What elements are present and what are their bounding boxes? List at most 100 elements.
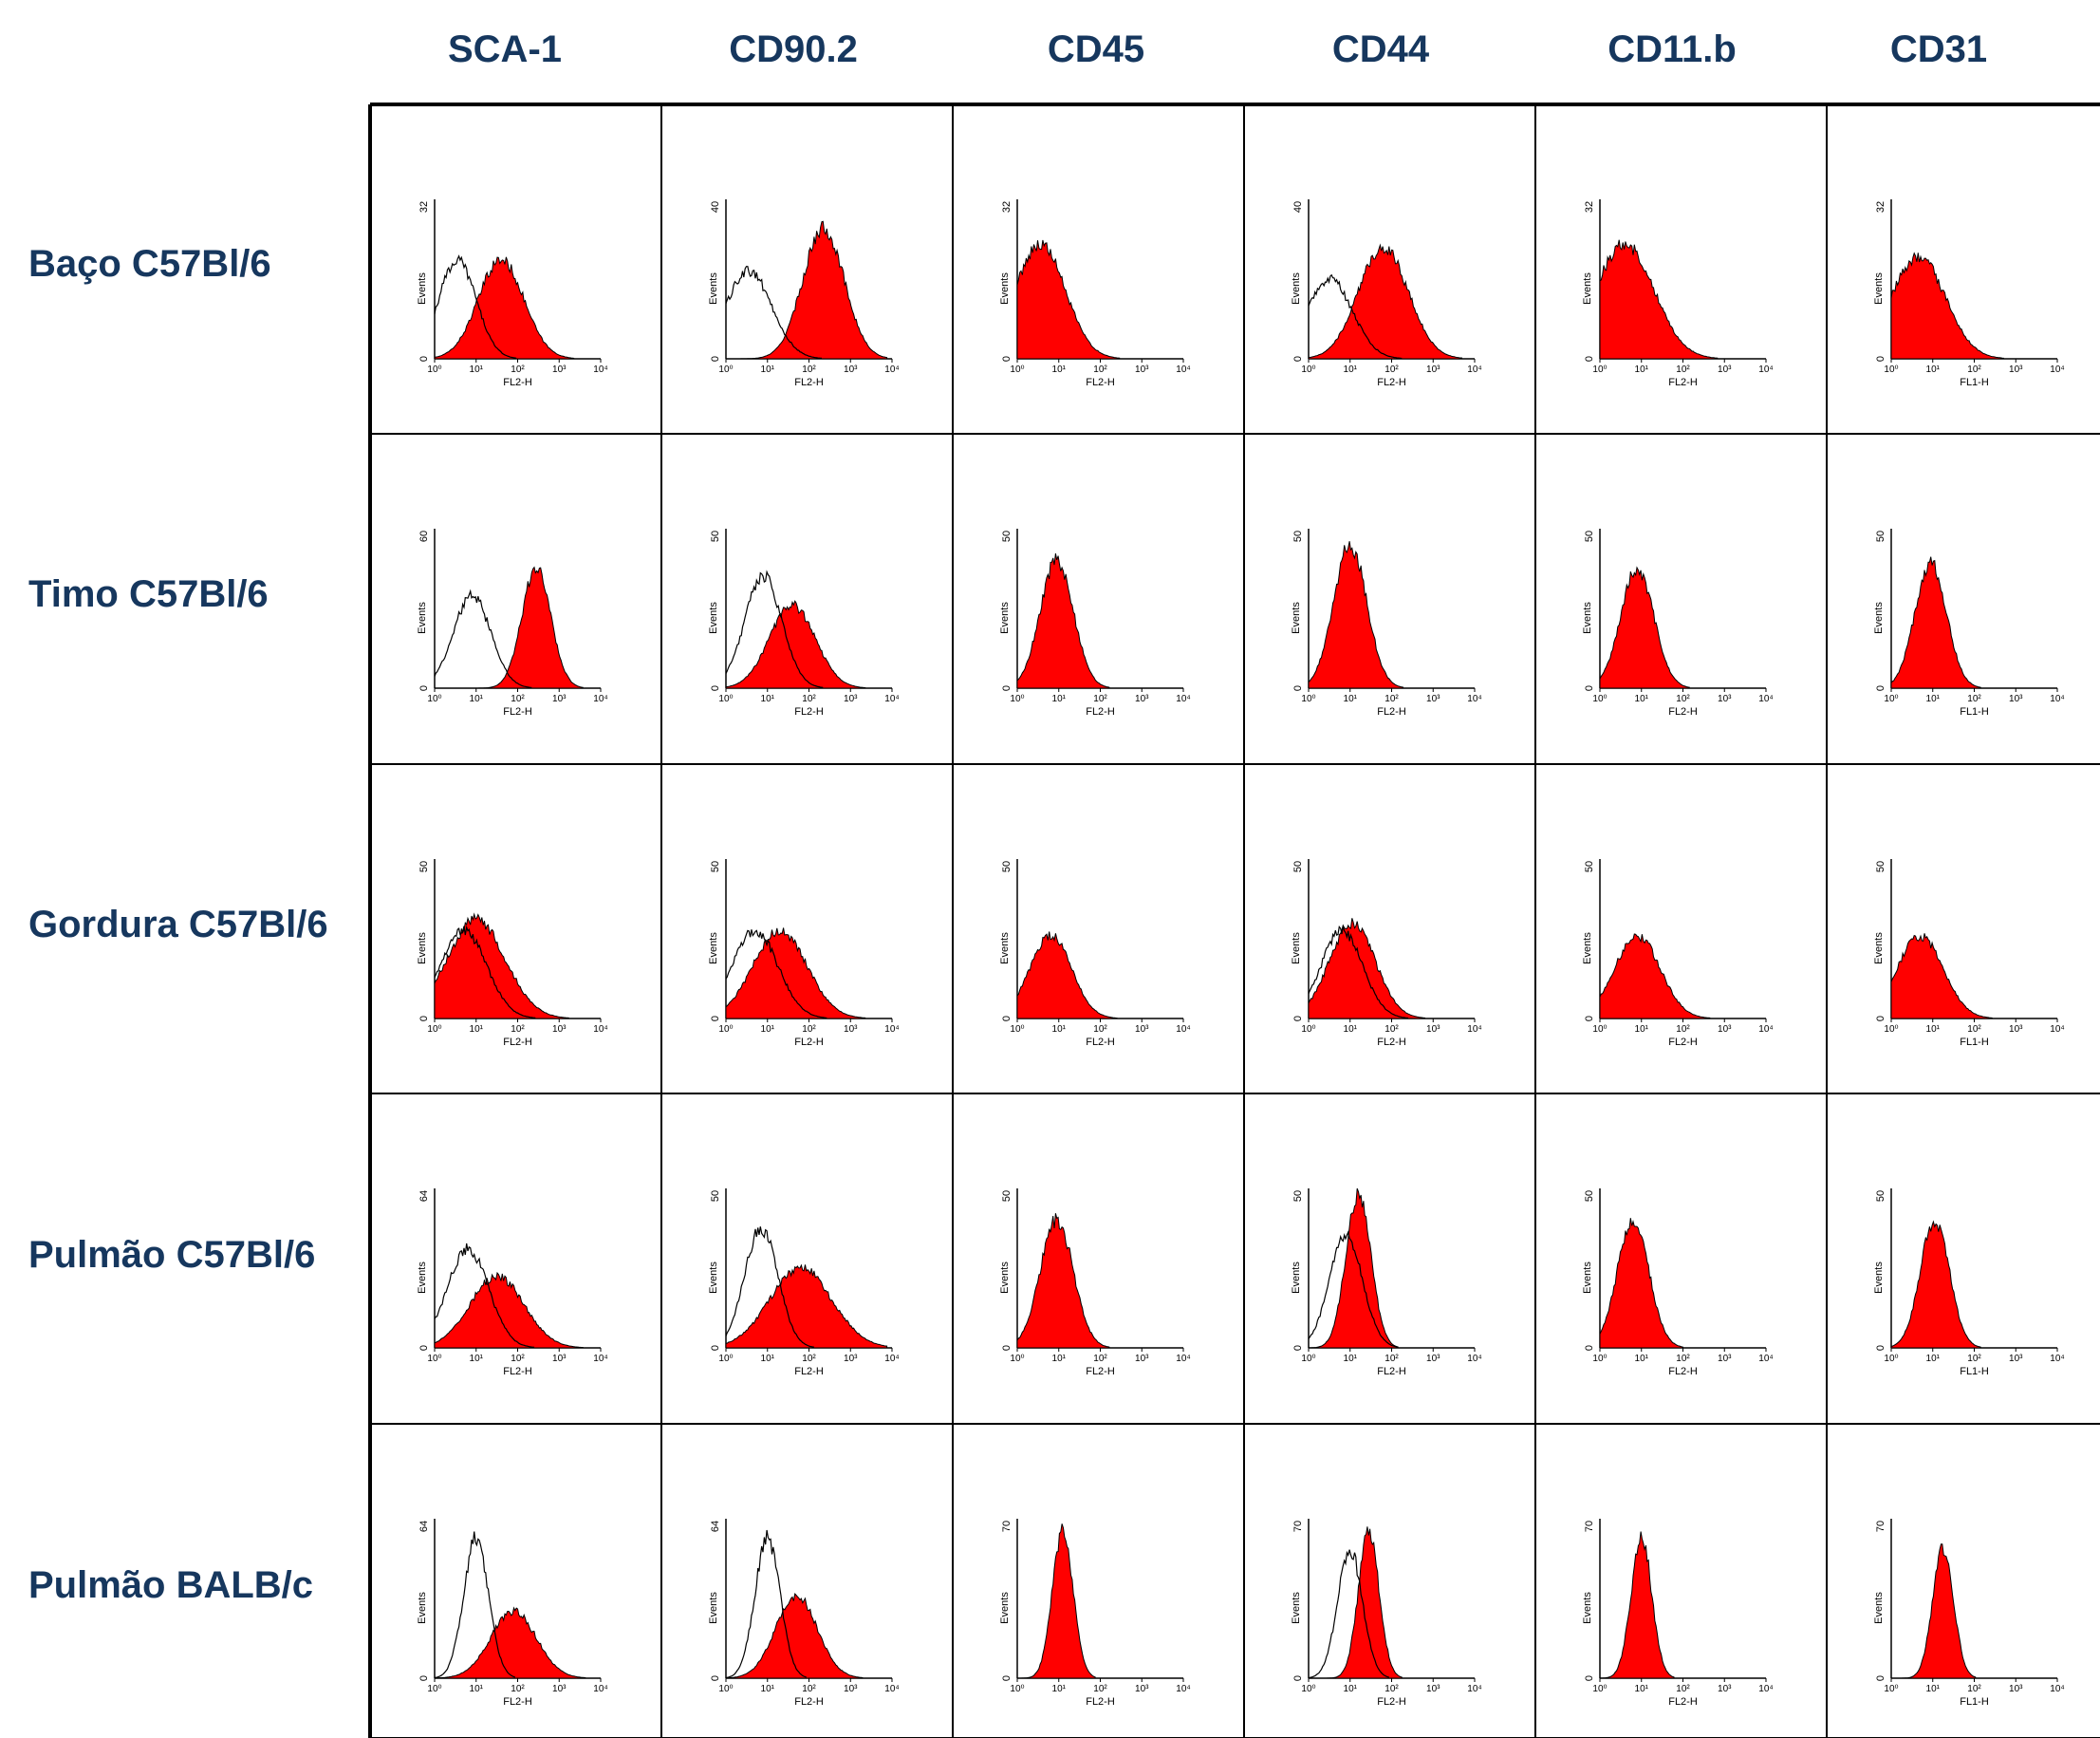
- y-zero-label: 0: [418, 356, 430, 362]
- y-axis-label: Events: [417, 932, 428, 964]
- stained-histogram: [1890, 252, 2004, 360]
- y-zero-label: 0: [418, 1345, 430, 1351]
- x-tick-label: 10³: [844, 364, 858, 375]
- x-tick-label: 10⁰: [718, 1024, 733, 1035]
- x-tick-label: 10³: [552, 364, 567, 375]
- x-tick-label: 10³: [2009, 1354, 2023, 1364]
- x-tick-label: 10³: [1135, 1024, 1149, 1035]
- x-axis-label: FL2-H: [1086, 1037, 1115, 1048]
- histogram-panel: 64 0 Events 10⁰ 10¹ 10² 10³ 10⁴ FL2-H: [417, 1188, 608, 1377]
- column-header: CD11.b: [1608, 28, 1737, 70]
- x-tick-label: 10³: [552, 694, 567, 704]
- x-tick-label: 10⁰: [718, 1354, 733, 1364]
- histogram-panel: 70 0 Events 10⁰ 10¹ 10² 10³ 10⁴ FL2-H: [1291, 1519, 1482, 1708]
- x-tick-label: 10³: [1718, 1354, 1732, 1364]
- y-zero-label: 0: [710, 685, 721, 691]
- y-zero-label: 0: [1001, 356, 1013, 362]
- histogram-panel: 64 0 Events 10⁰ 10¹ 10² 10³ 10⁴ FL2-H: [417, 1519, 608, 1708]
- x-tick-label: 10²: [1093, 1684, 1107, 1694]
- y-zero-label: 0: [710, 1675, 721, 1681]
- y-max-label: 50: [1584, 861, 1595, 872]
- x-tick-label: 10⁰: [718, 364, 733, 375]
- row-label: Timo C57Bl/6: [28, 573, 269, 615]
- x-axis-label: FL2-H: [1668, 377, 1698, 388]
- x-tick-label: 10²: [511, 364, 525, 375]
- x-tick-label: 10²: [1385, 1024, 1399, 1035]
- y-max-label: 40: [1292, 201, 1304, 213]
- y-zero-label: 0: [418, 1675, 430, 1681]
- y-max-label: 50: [1001, 861, 1013, 872]
- x-tick-label: 10²: [1967, 1024, 1981, 1035]
- y-axis-label: Events: [417, 1592, 428, 1624]
- x-tick-label: 10⁴: [1176, 1684, 1190, 1694]
- x-tick-label: 10⁴: [1467, 1684, 1481, 1694]
- x-tick-label: 10⁴: [593, 1684, 607, 1694]
- y-axis-label: Events: [417, 602, 428, 634]
- x-tick-label: 10⁴: [1758, 1024, 1773, 1035]
- y-zero-label: 0: [1001, 1345, 1013, 1351]
- x-axis-label: FL2-H: [1377, 1037, 1406, 1048]
- x-axis-label: FL1-H: [1960, 1366, 1989, 1377]
- histogram-panel: 40 0 Events 10⁰ 10¹ 10² 10³ 10⁴ FL2-H: [1291, 199, 1482, 388]
- x-tick-label: 10³: [844, 1024, 858, 1035]
- x-tick-label: 10⁴: [2050, 1684, 2064, 1694]
- control-histogram: [434, 925, 536, 1019]
- x-tick-label: 10⁴: [1467, 1354, 1481, 1364]
- y-max-label: 32: [418, 201, 430, 213]
- stained-histogram: [1309, 1526, 1403, 1679]
- x-tick-label: 10⁰: [427, 1354, 441, 1364]
- x-axis-label: FL2-H: [503, 377, 532, 388]
- x-tick-label: 10³: [844, 694, 858, 704]
- x-tick-label: 10²: [1676, 694, 1690, 704]
- x-tick-label: 10¹: [1635, 1024, 1649, 1035]
- histogram-panel: 70 0 Events 10⁰ 10¹ 10² 10³ 10⁴ FL2-H: [999, 1519, 1191, 1708]
- y-zero-label: 0: [1875, 356, 1886, 362]
- y-axis-label: Events: [1291, 602, 1302, 634]
- x-tick-label: 10⁰: [1010, 1684, 1024, 1694]
- x-tick-label: 10¹: [1344, 1684, 1358, 1694]
- x-tick-label: 10¹: [1635, 694, 1649, 704]
- histogram-panel: 50 0 Events 10⁰ 10¹ 10² 10³ 10⁴ FL2-H: [708, 529, 900, 718]
- control-histogram: [434, 589, 532, 688]
- x-tick-label: 10¹: [1635, 364, 1649, 375]
- histogram-panel: 50 0 Events 10⁰ 10¹ 10² 10³ 10⁴ FL2-H: [708, 1188, 900, 1377]
- x-tick-label: 10¹: [470, 1354, 484, 1364]
- x-tick-label: 10³: [1426, 1684, 1440, 1694]
- x-tick-label: 10⁰: [427, 364, 441, 375]
- x-tick-label: 10²: [1093, 1024, 1107, 1035]
- x-tick-label: 10²: [1676, 1684, 1690, 1694]
- y-max-label: 50: [1292, 1190, 1304, 1202]
- y-axis-label: Events: [708, 1592, 719, 1624]
- control-histogram: [434, 254, 517, 359]
- x-tick-label: 10⁰: [1010, 364, 1024, 375]
- x-tick-label: 10²: [511, 694, 525, 704]
- y-max-label: 70: [1584, 1521, 1595, 1532]
- x-tick-label: 10³: [2009, 364, 2023, 375]
- x-tick-label: 10⁰: [1592, 1024, 1607, 1035]
- histogram-panel: 50 0 Events 10⁰ 10¹ 10² 10³ 10⁴ FL2-H: [1582, 1188, 1774, 1377]
- y-zero-label: 0: [1292, 685, 1304, 691]
- y-axis-label: Events: [708, 272, 719, 305]
- x-tick-label: 10³: [1426, 1354, 1440, 1364]
- x-tick-label: 10¹: [1344, 694, 1358, 704]
- x-tick-label: 10⁴: [1467, 694, 1481, 704]
- y-axis-label: Events: [1582, 272, 1593, 305]
- x-tick-label: 10¹: [761, 694, 775, 704]
- y-max-label: 50: [1292, 531, 1304, 542]
- x-tick-label: 10³: [552, 1684, 567, 1694]
- x-tick-label: 10⁰: [1884, 694, 1898, 704]
- row-label: Baço C57Bl/6: [28, 243, 271, 285]
- stained-histogram: [1308, 918, 1425, 1019]
- x-tick-label: 10³: [1718, 364, 1732, 375]
- y-axis-label: Events: [999, 1592, 1011, 1624]
- y-max-label: 50: [710, 861, 721, 872]
- stained-histogram: [1016, 1213, 1110, 1349]
- x-tick-label: 10⁰: [1884, 1024, 1898, 1035]
- x-tick-label: 10³: [1135, 364, 1149, 375]
- stained-histogram: [1891, 1543, 1977, 1679]
- x-axis-label: FL2-H: [794, 1037, 824, 1048]
- histogram-panel: 32 0 Events 10⁰ 10¹ 10² 10³ 10⁴ FL1-H: [1873, 199, 2065, 388]
- x-axis-label: FL1-H: [1960, 1696, 1989, 1708]
- y-zero-label: 0: [1875, 1675, 1886, 1681]
- stained-histogram: [1599, 239, 1719, 360]
